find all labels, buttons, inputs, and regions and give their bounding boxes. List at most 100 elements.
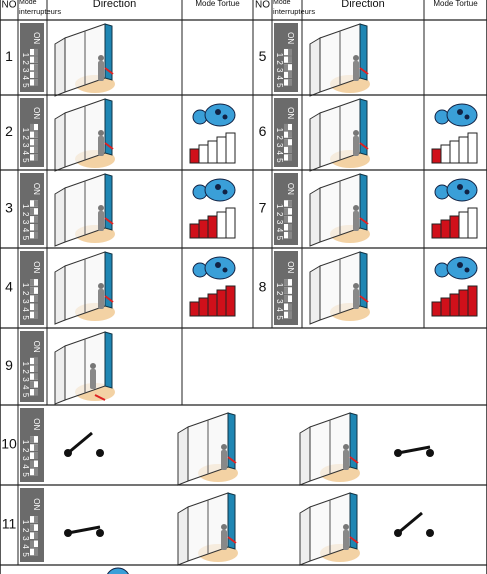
speed-bar xyxy=(225,132,236,164)
switch-number: 2 xyxy=(21,528,30,533)
switch-on: ON xyxy=(32,418,41,430)
door-icon xyxy=(299,412,360,486)
row-no: 11 xyxy=(2,516,17,532)
arrow xyxy=(227,536,237,544)
switch-knob xyxy=(284,208,288,215)
person-head xyxy=(90,363,96,369)
turtle-spot xyxy=(457,109,463,115)
arrow xyxy=(104,142,114,150)
switch-on: ON xyxy=(286,261,295,273)
speed-bar xyxy=(458,289,469,317)
turtle-spot xyxy=(457,262,463,268)
switch-knob xyxy=(30,460,34,468)
switch-knob xyxy=(34,56,38,63)
speed-bar xyxy=(189,301,200,317)
door-icon xyxy=(177,492,238,566)
switch-knob xyxy=(288,231,292,239)
switch-knob xyxy=(30,381,34,388)
switch-knob xyxy=(34,303,38,311)
speed-bar xyxy=(198,219,209,239)
switch-number: 4 xyxy=(275,307,284,312)
speed-bar xyxy=(449,140,460,164)
turtle-spot xyxy=(464,189,470,195)
door-frame xyxy=(177,426,189,486)
person-body xyxy=(98,289,104,309)
speed-bar xyxy=(458,136,469,164)
dip-switch: ON 1 2 3 4 5 xyxy=(20,251,44,325)
turtle-shell xyxy=(204,103,236,127)
speed-bar xyxy=(440,219,451,239)
speed-bar xyxy=(431,148,442,164)
speed-bar xyxy=(216,289,227,317)
dip-switch: ON 1 2 3 4 5 xyxy=(20,23,44,92)
speed-bar xyxy=(440,297,451,317)
person-head xyxy=(98,130,104,136)
switch-knob xyxy=(34,71,38,78)
switch-knob xyxy=(284,139,288,146)
door-frame xyxy=(54,345,66,405)
switch-number: 3 xyxy=(21,377,30,382)
turtle-mode xyxy=(431,103,478,164)
turtle-spot xyxy=(215,109,221,115)
switch-knob xyxy=(288,79,292,86)
dip-switch: ON 1 2 3 4 5 xyxy=(274,251,298,325)
switch-number: 5 xyxy=(275,315,284,320)
switch-number: 3 xyxy=(275,220,284,225)
turtle-mode xyxy=(189,256,236,317)
door-icon xyxy=(54,251,115,325)
switch-knob xyxy=(288,56,292,63)
switch-knob xyxy=(30,287,34,294)
person-head xyxy=(353,130,359,136)
switch-number: 2 xyxy=(275,60,284,65)
person-head xyxy=(353,55,359,61)
door-side xyxy=(359,23,368,81)
switch-number: 4 xyxy=(21,464,30,469)
switch-number: 1 xyxy=(21,204,30,209)
switch-number: 1 xyxy=(21,53,30,58)
dip-switch: ON 1 2 3 4 5 xyxy=(20,408,44,482)
arrow xyxy=(359,217,369,225)
person-body xyxy=(343,530,349,550)
switch-knob xyxy=(34,48,38,56)
switch-number: 5 xyxy=(275,83,284,88)
speed-bar xyxy=(207,140,218,164)
row-no: 2 xyxy=(5,123,13,139)
switch-on: ON xyxy=(32,341,41,353)
dip-switch: ON 1 2 3 4 5 xyxy=(274,173,298,245)
door-side xyxy=(104,251,113,309)
switch-knob xyxy=(288,200,292,207)
switch-number: 3 xyxy=(275,143,284,148)
switch-knob xyxy=(288,311,292,319)
switch-number: 1 xyxy=(21,283,30,288)
door-side xyxy=(104,173,113,231)
switch-number: 5 xyxy=(21,236,30,241)
door-side xyxy=(104,331,113,389)
switch-knob xyxy=(288,131,292,138)
door-icon xyxy=(54,331,115,405)
door-frame xyxy=(299,426,311,486)
switch-knob xyxy=(284,216,288,223)
switch-knob xyxy=(284,295,288,303)
door-side xyxy=(349,412,358,470)
person-body xyxy=(98,211,104,231)
door-icon xyxy=(54,23,115,97)
switch-knob xyxy=(34,79,38,86)
switch-on: ON xyxy=(286,183,295,195)
switch-number: 2 xyxy=(21,212,30,217)
switch-on: ON xyxy=(32,183,41,195)
switch-number: 4 xyxy=(275,151,284,156)
speed-bar xyxy=(216,136,227,164)
switch-knob xyxy=(34,365,38,373)
switch-knob xyxy=(34,295,38,303)
turtle-shell xyxy=(446,178,478,202)
header-turtle: Mode Tortue xyxy=(433,0,478,8)
switch-knob xyxy=(34,311,38,319)
switch-number: 3 xyxy=(275,299,284,304)
switch-lever xyxy=(397,511,423,535)
dip-switch: ON 1 2 3 4 5 xyxy=(274,23,298,92)
person-body xyxy=(353,136,359,156)
switch-number: 1 xyxy=(275,53,284,58)
switch-number: 4 xyxy=(21,307,30,312)
door-side xyxy=(349,492,358,550)
door-icon xyxy=(54,98,115,172)
